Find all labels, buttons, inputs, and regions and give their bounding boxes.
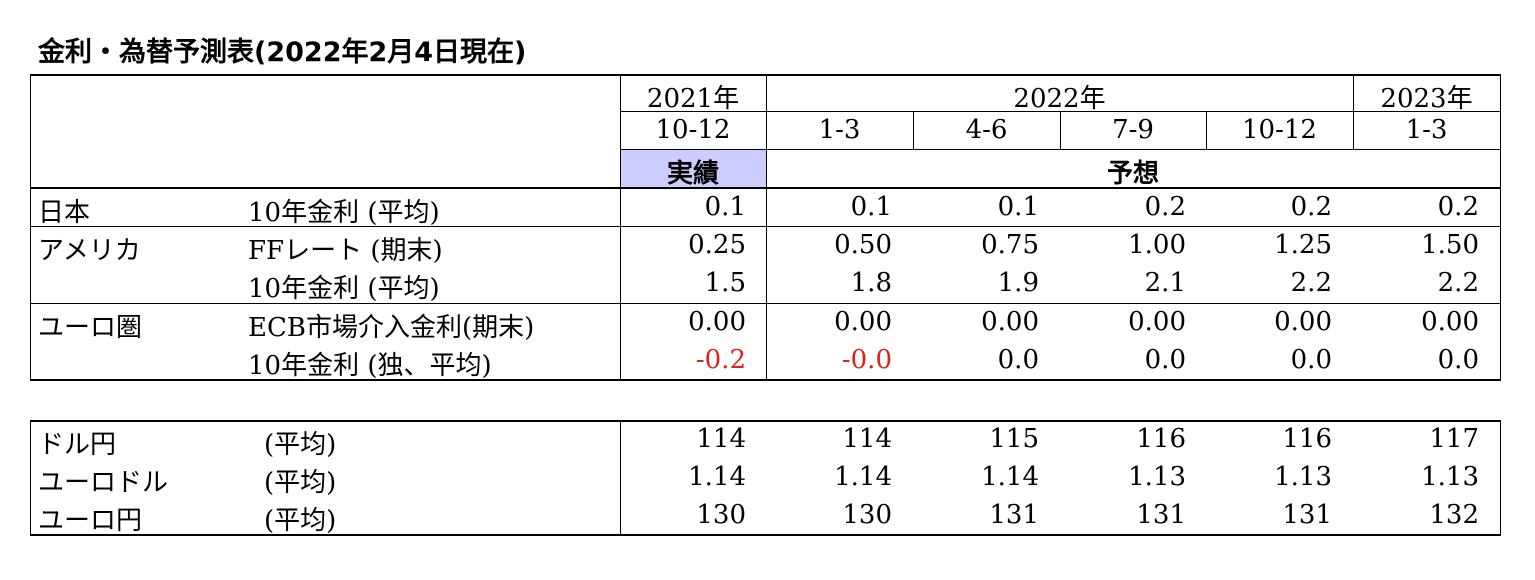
value-cell: 0.00 — [688, 307, 746, 337]
fx-right-border — [1500, 420, 1501, 536]
col-sep-5 — [1206, 111, 1207, 150]
region-usa: アメリカ — [38, 236, 141, 266]
value-cell: 2.1 — [1144, 268, 1186, 298]
value-cell: 131 — [989, 500, 1039, 530]
value-cell: 0.00 — [981, 307, 1039, 337]
col-sep-2 — [766, 74, 767, 381]
item-euro-ecb: ECB市場介入金利(期末) — [248, 313, 535, 343]
value-cell: 116 — [1136, 424, 1186, 454]
value-cell: 0.0 — [997, 345, 1039, 375]
forecast-label: 予想 — [1106, 159, 1159, 189]
quarter-2023-q1: 1-3 — [1405, 115, 1448, 145]
actual-cell-bg — [620, 150, 766, 187]
region-japan: 日本 — [38, 198, 91, 228]
value-cell: 0.0 — [1290, 345, 1332, 375]
fx-item: (平均) — [264, 430, 337, 460]
value-cell: 0.25 — [688, 230, 746, 260]
value-cell: 132 — [1429, 500, 1479, 530]
value-cell: 1.25 — [1274, 230, 1332, 260]
fx-border-top — [30, 420, 1501, 422]
value-cell: 130 — [696, 500, 746, 530]
value-cell: 0.75 — [981, 230, 1039, 260]
value-cell: 1.14 — [981, 462, 1039, 492]
item-usa-ff: FFレート (期末) — [248, 236, 443, 266]
region-euro: ユーロ圏 — [38, 313, 143, 343]
value-cell: 1.8 — [850, 268, 892, 298]
value-cell: 0.1 — [850, 192, 892, 222]
value-cell: 0.00 — [834, 307, 892, 337]
right-border — [1500, 74, 1501, 381]
value-cell: 1.13 — [1421, 462, 1479, 492]
col-sep-3 — [913, 111, 914, 150]
usa-line — [30, 303, 1501, 304]
value-cell-negative: -0.0 — [841, 345, 892, 375]
value-cell: 0.1 — [704, 192, 746, 222]
value-cell: 114 — [842, 424, 892, 454]
quarter-2022-q2: 4-6 — [965, 115, 1008, 145]
value-cell: 131 — [1136, 500, 1186, 530]
quarter-2022-q3: 7-9 — [1112, 115, 1154, 145]
page-title: 金利・為替予測表(2022年2月4日現在) — [38, 37, 527, 68]
value-cell: 1.13 — [1128, 462, 1186, 492]
actual-label: 実績 — [666, 159, 719, 189]
value-cell: 131 — [1282, 500, 1332, 530]
col-sep-4 — [1060, 111, 1061, 150]
japan-line — [30, 226, 1501, 227]
value-cell: 1.14 — [688, 462, 746, 492]
year-2021: 2021年 — [646, 84, 740, 114]
value-cell: 0.50 — [834, 230, 892, 260]
year-2022: 2022年 — [1013, 84, 1106, 114]
quarter-2022-q4: 10-12 — [1242, 115, 1317, 145]
value-cell: 116 — [1282, 424, 1332, 454]
year-2023: 2023年 — [1380, 84, 1473, 114]
fx-pair-eurusd: ユーロドル — [38, 468, 169, 498]
value-cell-negative: -0.2 — [695, 345, 746, 375]
value-cell: 1.9 — [997, 268, 1039, 298]
value-cell: 0.00 — [1274, 307, 1332, 337]
fx-left-border — [30, 420, 31, 536]
value-cell: 2.2 — [1437, 268, 1479, 298]
value-cell: 0.2 — [1144, 192, 1186, 222]
header-line-3 — [30, 187, 1501, 189]
value-cell: 0.00 — [1128, 307, 1186, 337]
value-cell: 0.0 — [1144, 345, 1186, 375]
item-euro-10y: 10年金利 (独、平均) — [248, 351, 492, 381]
table-border-top — [30, 74, 1501, 76]
value-cell: 117 — [1429, 424, 1479, 454]
fx-col-sep — [620, 420, 621, 536]
col-sep-1 — [620, 74, 621, 381]
value-cell: 2.2 — [1290, 268, 1332, 298]
quarter-2021-q4: 10-12 — [655, 115, 731, 145]
col-sep-6 — [1353, 74, 1354, 150]
value-cell: 1.50 — [1421, 230, 1479, 260]
item-usa-10y: 10年金利 (平均) — [248, 274, 440, 304]
fx-pair-usdjpy: ドル円 — [38, 430, 117, 460]
value-cell: 1.5 — [704, 268, 746, 298]
value-cell: 130 — [842, 500, 892, 530]
value-cell: 0.00 — [1421, 307, 1479, 337]
fx-item: (平均) — [264, 506, 337, 536]
value-cell: 0.1 — [997, 192, 1039, 222]
value-cell: 1.00 — [1128, 230, 1186, 260]
fx-border-bottom — [30, 534, 1501, 536]
value-cell: 1.13 — [1274, 462, 1332, 492]
value-cell: 115 — [989, 424, 1039, 454]
value-cell: 114 — [696, 424, 746, 454]
value-cell: 0.2 — [1437, 192, 1479, 222]
table-border-bottom — [30, 379, 1501, 381]
quarter-2022-q1: 1-3 — [818, 115, 861, 145]
value-cell: 0.2 — [1290, 192, 1332, 222]
left-border — [30, 74, 31, 381]
value-cell: 1.14 — [834, 462, 892, 492]
fx-item: (平均) — [264, 468, 337, 498]
item-japan-10y: 10年金利 (平均) — [248, 198, 440, 228]
fx-pair-eurjpy: ユーロ円 — [38, 506, 143, 536]
value-cell: 0.0 — [1437, 345, 1479, 375]
